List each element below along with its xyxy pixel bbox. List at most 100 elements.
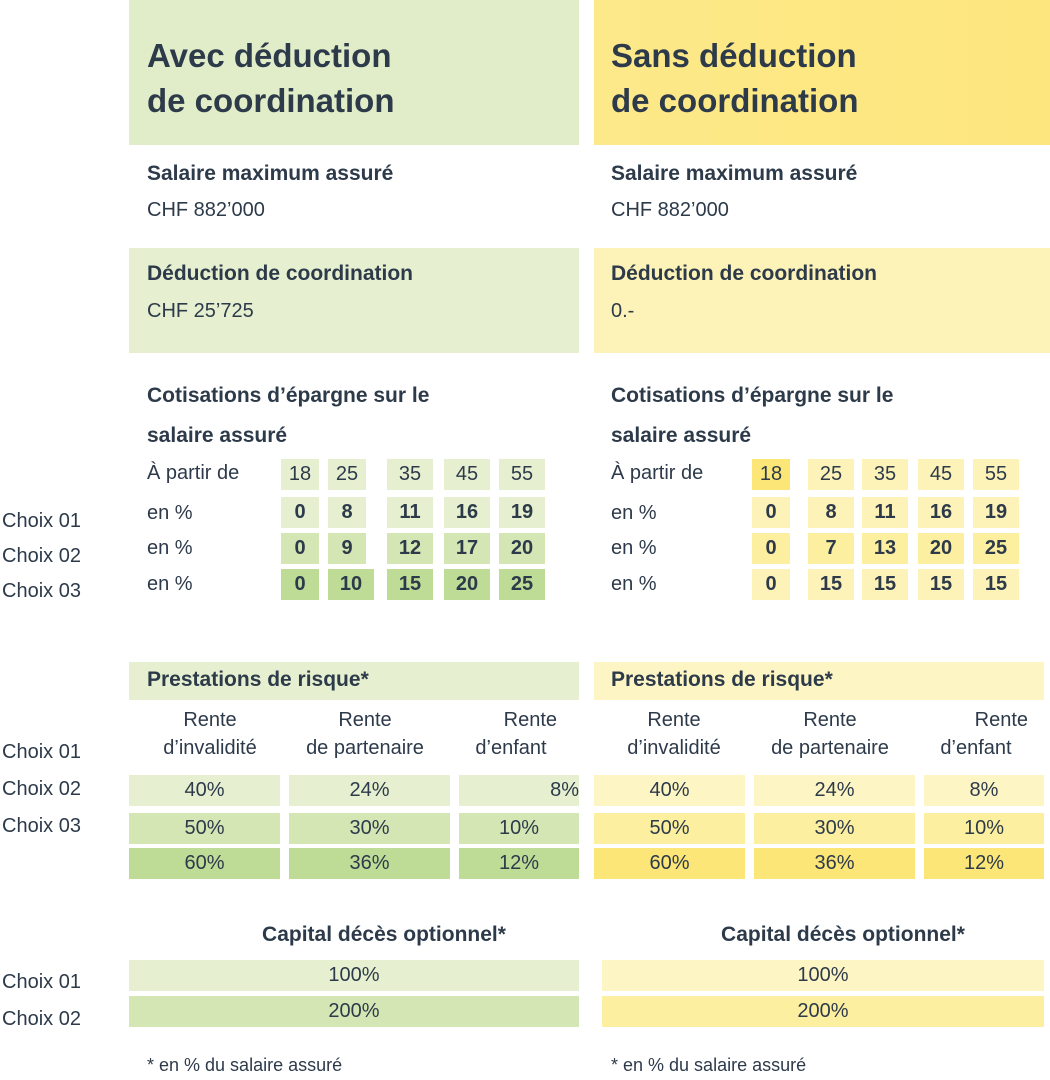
right-choice2-cell: 25 xyxy=(973,533,1019,564)
left-risk-cell: 8% xyxy=(459,775,579,806)
right-choice3-cell: 15 xyxy=(918,569,964,600)
left-risk-cell: 24% xyxy=(289,775,450,806)
left-heading-line1: Avec déduction xyxy=(147,37,392,74)
right-choice2-cell: 13 xyxy=(862,533,908,564)
right-risk-title-bar xyxy=(594,662,1044,700)
left-age-cell: 45 xyxy=(444,459,490,490)
left-choice1-cell: 19 xyxy=(499,497,545,528)
right-age-label: À partir de xyxy=(611,462,704,484)
right-heading-line1: Sans déduction xyxy=(611,37,857,74)
right-choice1-cell: 11 xyxy=(862,497,908,528)
left-risk-cell: 60% xyxy=(129,848,280,879)
left-risk-header-partner-line1: Rente xyxy=(338,709,392,731)
right-savings-title-line2: salaire assuré xyxy=(611,424,752,447)
right-risk-header-partner-line2: de partenaire xyxy=(771,737,889,759)
right-max-salary-title: Salaire maximum assuré xyxy=(611,162,858,185)
left-risk-header-invalidity: Rente d’invalidité xyxy=(140,708,280,760)
side-label-choix02: Choix 02 xyxy=(2,545,81,567)
left-savings-title-line1: Cotisations d’épargne sur le xyxy=(147,384,430,407)
right-risk-cell: 60% xyxy=(594,848,745,879)
right-capital-row: 100% xyxy=(602,960,1044,991)
left-heading-panel xyxy=(129,0,579,145)
right-age-cell: 35 xyxy=(862,459,908,490)
right-risk-cell: 40% xyxy=(594,775,745,806)
left-choice1-cell: 8 xyxy=(328,497,366,528)
right-savings-title: Cotisations d’épargne sur le salaire ass… xyxy=(611,376,893,456)
left-risk-cell: 30% xyxy=(289,813,450,844)
left-risk-header-child-line2: d’enfant xyxy=(475,737,547,759)
right-risk-header-child-line2: d’enfant xyxy=(940,737,1012,759)
right-choice1-cell: 19 xyxy=(973,497,1019,528)
right-risk-cell: 30% xyxy=(754,813,915,844)
left-risk-header-invalidity-line1: Rente xyxy=(183,709,237,731)
left-risk-cell: 36% xyxy=(289,848,450,879)
right-choice2-cell: 0 xyxy=(752,533,790,564)
left-savings-title-line2: salaire assuré xyxy=(147,424,288,447)
right-choice2-cell: 7 xyxy=(808,533,854,564)
left-age-label: À partir de xyxy=(147,462,240,484)
left-coord-value: CHF 25’725 xyxy=(147,300,254,322)
left-capital-row: 200% xyxy=(129,996,579,1027)
left-max-salary-title: Salaire maximum assuré xyxy=(147,162,394,185)
right-choice3-cell: 15 xyxy=(973,569,1019,600)
left-risk-header-child: Rente d’enfant xyxy=(455,708,567,760)
left-choice2-cell: 9 xyxy=(328,533,366,564)
right-row-label-2: en % xyxy=(611,537,657,559)
right-risk-cell: 8% xyxy=(924,775,1044,806)
right-risk-cell: 50% xyxy=(594,813,745,844)
left-risk-header-invalidity-line2: d’invalidité xyxy=(163,737,257,759)
left-footnote: * en % du salaire assuré xyxy=(147,1055,343,1075)
right-heading: Sans déduction de coordination xyxy=(611,33,859,123)
right-age-cell: 55 xyxy=(973,459,1019,490)
left-risk-cell: 10% xyxy=(459,813,579,844)
left-savings-title: Cotisations d’épargne sur le salaire ass… xyxy=(147,376,429,456)
right-choice3-cell: 15 xyxy=(862,569,908,600)
left-row-label-2: en % xyxy=(147,537,193,559)
right-max-salary-value: CHF 882’000 xyxy=(611,199,729,221)
left-risk-header-partner: Rente de partenaire xyxy=(283,708,447,760)
left-risk-title-bar xyxy=(129,662,579,700)
right-age-cell: 18 xyxy=(752,459,790,490)
right-savings-title-line1: Cotisations d’épargne sur le xyxy=(611,384,894,407)
right-heading-line2: de coordination xyxy=(611,82,859,119)
side-label-choix03: Choix 03 xyxy=(2,580,81,602)
side-label-choix02: Choix 02 xyxy=(2,1008,81,1030)
right-age-cell: 45 xyxy=(918,459,964,490)
left-risk-header-child-line1: Rente xyxy=(503,709,557,731)
right-capital-title: Capital décès optionnel* xyxy=(721,923,965,946)
left-risk-title: Prestations de risque* xyxy=(147,668,369,691)
right-heading-panel xyxy=(594,0,1050,145)
side-label-choix01: Choix 01 xyxy=(2,741,81,763)
left-age-cell: 25 xyxy=(328,459,366,490)
left-heading: Avec déduction de coordination xyxy=(147,33,395,123)
right-risk-cell: 10% xyxy=(924,813,1044,844)
left-choice1-cell: 16 xyxy=(444,497,490,528)
left-capital-row: 100% xyxy=(129,960,579,991)
left-choice3-cell: 10 xyxy=(328,569,374,600)
right-risk-cell: 12% xyxy=(924,848,1044,879)
right-row-label-1: en % xyxy=(611,502,657,524)
left-risk-header-partner-line2: de partenaire xyxy=(306,737,424,759)
left-choice3-cell: 20 xyxy=(444,569,490,600)
left-choice1-cell: 0 xyxy=(281,497,319,528)
left-risk-cell: 40% xyxy=(129,775,280,806)
right-age-cell: 25 xyxy=(808,459,854,490)
right-risk-title: Prestations de risque* xyxy=(611,668,833,691)
right-risk-header-partner-line1: Rente xyxy=(803,709,857,731)
left-age-cell: 18 xyxy=(281,459,319,490)
side-label-choix02: Choix 02 xyxy=(2,778,81,800)
right-row-label-3: en % xyxy=(611,573,657,595)
left-choice2-cell: 0 xyxy=(281,533,319,564)
left-coord-title: Déduction de coordination xyxy=(147,262,413,285)
right-choice1-cell: 0 xyxy=(752,497,790,528)
side-label-choix01: Choix 01 xyxy=(2,971,81,993)
right-coord-value: 0.- xyxy=(611,300,635,322)
right-risk-header-invalidity-line1: Rente xyxy=(647,709,701,731)
left-choice2-cell: 12 xyxy=(387,533,433,564)
right-risk-header-invalidity-line2: d’invalidité xyxy=(627,737,721,759)
left-risk-cell: 12% xyxy=(459,848,579,879)
left-choice1-cell: 11 xyxy=(387,497,433,528)
right-choice2-cell: 20 xyxy=(918,533,964,564)
right-choice3-cell: 15 xyxy=(808,569,854,600)
left-choice2-cell: 17 xyxy=(444,533,490,564)
